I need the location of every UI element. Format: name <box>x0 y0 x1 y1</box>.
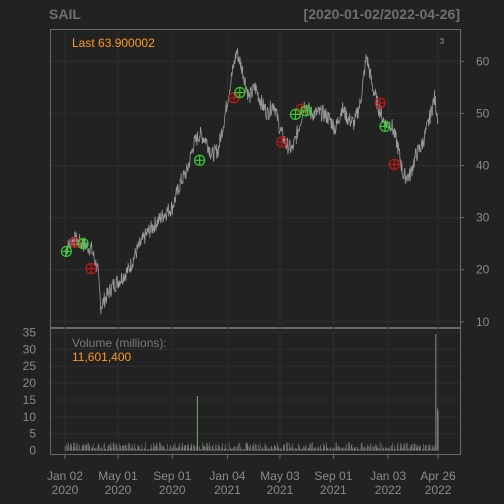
price-panel-frame <box>50 29 461 328</box>
sell-marker <box>374 97 386 109</box>
buy-marker <box>60 245 72 258</box>
date-range-title: [2020-01-02/2022-04-26] <box>304 6 460 22</box>
volume-panel-frame <box>50 328 461 455</box>
volume-axis: 0 5 10 15 20 25 30 35 <box>23 325 37 457</box>
sell-marker <box>69 236 82 249</box>
volume-tick-label: 20 <box>23 376 37 390</box>
x-tick-label: Jan 03 <box>370 469 406 483</box>
volume-tick-label: 5 <box>29 427 36 441</box>
sell-marker <box>85 263 97 275</box>
x-tick-year-label: 2022 <box>425 483 452 497</box>
buy-marker <box>300 105 312 117</box>
legend-bracket-icon <box>440 38 444 44</box>
volume-value: 11,601,400 <box>72 350 131 364</box>
x-tick-label: May 01 <box>98 469 138 483</box>
buy-marker <box>289 108 302 121</box>
price-axis: 10 20 30 40 50 60 <box>460 54 490 329</box>
price-tick-label: 10 <box>476 315 490 329</box>
sell-marker <box>388 158 400 171</box>
x-tick-year-label: 2021 <box>267 483 294 497</box>
x-tick-label: Apr 26 <box>420 469 456 483</box>
price-series <box>64 47 439 315</box>
volume-tick-label: 35 <box>23 325 37 339</box>
x-tick-label: Jan 04 <box>209 469 245 483</box>
price-line <box>64 47 439 315</box>
x-tick-year-label: 2020 <box>105 483 132 497</box>
x-tick-year-label: 2020 <box>159 483 186 497</box>
sell-marker <box>228 92 240 104</box>
ticker-title: SAIL <box>49 6 81 22</box>
x-tick-year-label: 2021 <box>320 483 347 497</box>
volume-bars <box>64 334 439 451</box>
price-tick-label: 40 <box>476 158 490 172</box>
sell-marker <box>276 136 288 148</box>
volume-title: Volume (millions): <box>72 336 167 350</box>
buy-marker <box>379 120 391 132</box>
x-tick-label: May 03 <box>260 469 300 483</box>
price-tick-label: 30 <box>476 211 490 225</box>
volume-tick-label: 10 <box>23 410 37 424</box>
last-price-label: Last 63.900002 <box>72 36 155 50</box>
buy-marker <box>194 154 206 166</box>
x-tick-year-label: 2022 <box>375 483 402 497</box>
buy-marker <box>234 86 246 99</box>
volume-tick-label: 15 <box>23 393 37 407</box>
volume-tick-label: 25 <box>23 359 37 373</box>
x-tick-year-label: 2020 <box>52 483 79 497</box>
x-tick-label: Sep 01 <box>153 469 191 483</box>
price-tick-label: 50 <box>476 106 490 120</box>
grid <box>51 30 460 454</box>
x-tick-label: Sep 01 <box>314 469 352 483</box>
price-tick-label: 20 <box>476 263 490 277</box>
volume-tick-label: 0 <box>29 444 36 458</box>
x-tick-label: Jan 02 <box>47 469 83 483</box>
buy-marker <box>77 238 89 250</box>
volume-tick-label: 30 <box>23 342 37 356</box>
price-tick-label: 60 <box>476 54 490 68</box>
trade-markers <box>60 86 400 275</box>
x-tick-year-label: 2021 <box>214 483 241 497</box>
